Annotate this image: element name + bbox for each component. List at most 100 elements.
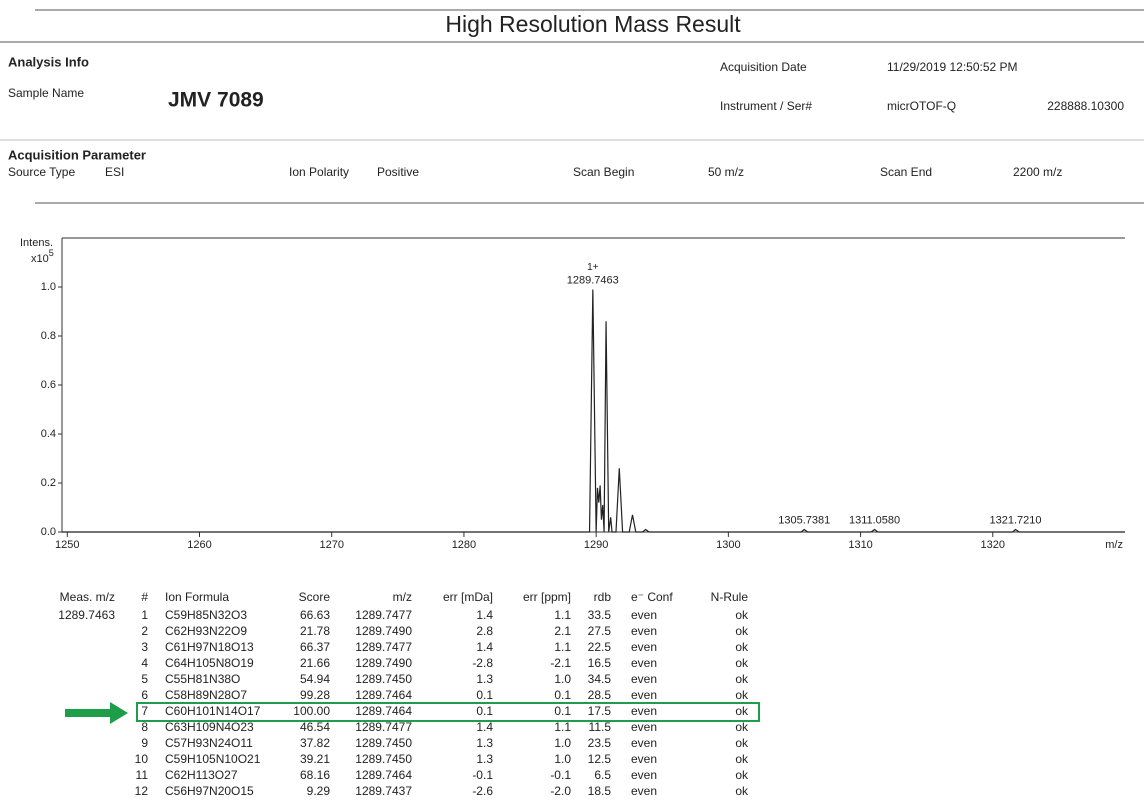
cell: C56H97N20O15 xyxy=(165,784,254,798)
cell: 1.0 xyxy=(554,672,571,686)
cell: 1289.7490 xyxy=(355,624,412,638)
cell: ok xyxy=(735,704,749,718)
cell: even xyxy=(631,640,657,654)
y-scale-base: x10 xyxy=(31,253,49,265)
peak-label: 1289.7463 xyxy=(567,274,619,286)
y-tick-label: 0.6 xyxy=(41,379,56,391)
cell: ok xyxy=(735,784,749,798)
cell: even xyxy=(631,768,657,782)
cell: 21.66 xyxy=(300,656,330,670)
cell: 28.5 xyxy=(588,688,612,702)
cell: 16.5 xyxy=(588,656,612,670)
cell: 1289.7464 xyxy=(355,688,412,702)
cell: 23.5 xyxy=(588,736,612,750)
cell: ok xyxy=(735,672,749,686)
cell: 1.1 xyxy=(554,640,571,654)
cell: 8 xyxy=(141,720,148,734)
cell: 9.29 xyxy=(307,784,331,798)
peak-charge: 1+ xyxy=(587,262,599,273)
column-header: # xyxy=(141,590,148,604)
label: Ion Polarity xyxy=(289,165,349,179)
value: 228888.10300 xyxy=(1047,99,1124,113)
cell: C57H93N24O11 xyxy=(165,736,253,750)
cell: even xyxy=(631,672,657,686)
cell: 0.1 xyxy=(476,704,493,718)
arrow xyxy=(65,702,128,724)
cell: 1289.7477 xyxy=(355,608,412,622)
column-header: Score xyxy=(299,590,331,604)
x-tick-label: 1250 xyxy=(55,539,79,551)
cell: ok xyxy=(735,768,749,782)
x-axis-label: m/z xyxy=(1105,539,1123,551)
spectrum-line xyxy=(62,289,1125,533)
cell: -2.0 xyxy=(550,784,571,798)
cell: C60H101N14O17 xyxy=(165,704,261,718)
cell: 18.5 xyxy=(588,784,612,798)
cell: 1289.7450 xyxy=(355,736,412,750)
cell: 66.37 xyxy=(300,640,330,654)
cell: even xyxy=(631,736,657,750)
x-tick-label: 1310 xyxy=(848,539,872,551)
cell: even xyxy=(631,752,657,766)
cell: ok xyxy=(735,720,749,734)
y-tick-label: 0.2 xyxy=(41,477,56,489)
cell: -2.6 xyxy=(472,784,493,798)
cell: ok xyxy=(735,688,749,702)
cell: 21.78 xyxy=(300,624,330,638)
cell: 9 xyxy=(141,736,148,750)
peak-label: 1311.0580 xyxy=(849,514,900,526)
column-header: Ion Formula xyxy=(165,590,229,604)
cell: 2.1 xyxy=(554,624,571,638)
cell: 46.54 xyxy=(300,720,330,734)
column-header: e⁻ Conf xyxy=(631,590,673,604)
value: micrOTOF-Q xyxy=(887,99,956,113)
cell: C59H85N32O3 xyxy=(165,608,247,622)
x-tick-label: 1300 xyxy=(716,539,740,551)
cell: -2.1 xyxy=(550,656,571,670)
y-axis-label: Intens. xyxy=(20,237,53,249)
cell: 33.5 xyxy=(588,608,612,622)
cell: 17.5 xyxy=(588,704,612,718)
cell: C61H97N18O13 xyxy=(165,640,254,654)
cell: C59H105N10O21 xyxy=(165,752,261,766)
cell: 1.4 xyxy=(476,608,493,622)
cell: 1.3 xyxy=(476,672,493,686)
cell: ok xyxy=(735,640,749,654)
value: 2200 m/z xyxy=(1013,165,1062,179)
column-header: Meas. m/z xyxy=(60,590,115,604)
cell: 27.5 xyxy=(588,624,612,638)
label: Acquisition Date xyxy=(720,60,807,74)
cell: 68.16 xyxy=(300,768,330,782)
cell: 11 xyxy=(136,768,149,782)
cell: 1.3 xyxy=(476,736,493,750)
cell: even xyxy=(631,688,657,702)
cell: even xyxy=(631,784,657,798)
cell: 12 xyxy=(135,784,149,798)
cell: even xyxy=(631,704,657,718)
cell: 1289.7490 xyxy=(355,656,412,670)
cell: 37.82 xyxy=(300,736,330,750)
cell: 100.00 xyxy=(293,704,330,718)
label: Source Type xyxy=(8,165,75,179)
cell: 1.3 xyxy=(476,752,493,766)
value: 11/29/2019 12:50:52 PM xyxy=(887,60,1018,74)
cell: 1.0 xyxy=(554,752,571,766)
peak-label: 1305.7381 xyxy=(778,514,830,526)
value: ESI xyxy=(105,165,124,179)
cell: 1.4 xyxy=(476,720,493,734)
cell: 1289.7477 xyxy=(355,720,412,734)
cell: -2.8 xyxy=(472,656,493,670)
x-tick-label: 1260 xyxy=(187,539,211,551)
cell: C58H89N28O7 xyxy=(165,688,247,702)
measured-mz: 1289.7463 xyxy=(58,608,115,622)
cell: 1.1 xyxy=(554,720,571,734)
cell: 1289.7450 xyxy=(355,752,412,766)
cell: 34.5 xyxy=(588,672,612,686)
x-tick-label: 1290 xyxy=(584,539,608,551)
cell: 1.1 xyxy=(554,608,571,622)
cell: -0.1 xyxy=(550,768,571,782)
column-header: N-Rule xyxy=(711,590,749,604)
cell: ok xyxy=(735,608,749,622)
cell: even xyxy=(631,656,657,670)
